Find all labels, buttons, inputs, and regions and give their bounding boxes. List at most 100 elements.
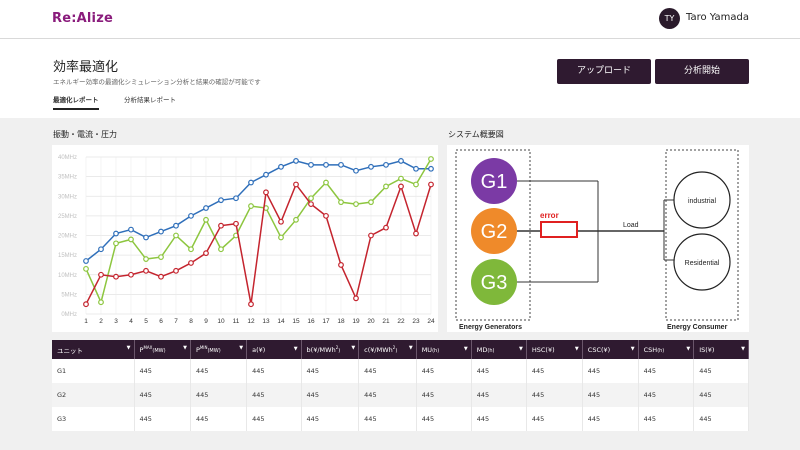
column-header[interactable]: c(¥/MWh2) ▼ — [358, 340, 417, 359]
column-header-label: HSC(¥) — [531, 345, 555, 354]
column-header[interactable]: CSC(¥) ▼ — [582, 340, 639, 359]
load-label: Load — [623, 222, 639, 229]
data-point — [413, 181, 419, 188]
data-point — [113, 230, 119, 237]
data-point — [173, 267, 179, 274]
app-logo[interactable]: Re:Alize — [52, 11, 113, 26]
data-point — [338, 161, 344, 168]
tab-optimization-report[interactable]: 最適化レポート — [53, 94, 99, 110]
x-tick-label: 10 — [217, 318, 225, 325]
page-title: 効率最適化 — [53, 60, 119, 75]
table-cell: G3 — [52, 407, 135, 431]
error-label: error — [540, 211, 559, 220]
chevron-down-icon[interactable]: ▼ — [519, 345, 523, 352]
data-point — [248, 301, 254, 308]
data-point — [233, 220, 239, 227]
y-tick-label: 5MHz — [61, 292, 77, 298]
table-cell: 445 — [582, 359, 639, 383]
generator-g1[interactable] — [471, 158, 517, 204]
column-header[interactable]: CSH(h) ▼ — [638, 340, 695, 359]
chevron-down-icon[interactable]: ▼ — [463, 345, 468, 352]
x-tick-label: 2 — [99, 318, 103, 325]
column-header[interactable]: IS(¥) ▼ — [693, 340, 749, 359]
table-row[interactable]: G1 445 445 445 445 445 445 445 445 445 445 445 — [52, 359, 749, 383]
x-tick-label: 8 — [189, 318, 193, 325]
column-header[interactable]: ユニット ▼ — [52, 340, 135, 359]
generator-g3[interactable] — [471, 259, 517, 305]
column-header-sup: MIN — [199, 344, 208, 350]
chevron-down-icon[interactable]: ▼ — [741, 345, 745, 352]
x-tick-label: 17 — [322, 318, 330, 325]
data-point — [263, 189, 269, 196]
data-point — [173, 232, 179, 239]
column-header-unit: (MW) — [207, 348, 221, 355]
data-point — [323, 179, 329, 186]
chevron-down-icon[interactable]: ▼ — [630, 345, 635, 352]
upload-button[interactable]: アップロード — [557, 59, 651, 84]
x-tick-label: 1 — [84, 318, 88, 325]
data-point — [203, 216, 209, 223]
column-header[interactable]: b(¥/MWh2) ▼ — [301, 340, 360, 359]
generator-g2[interactable] — [471, 208, 517, 254]
column-header[interactable]: PMAX(MW) ▼ — [134, 340, 191, 359]
line-chart: 0MHz 5MHz 10MHz 15MHz 20MHz 25MHz 30MHz 35MHz 40… — [58, 155, 435, 325]
diagram-section-title: システム概要図 — [448, 130, 504, 139]
data-point — [368, 163, 374, 170]
page-subtitle: エネルギー効率の最適化シミュレーション分析と結果の確認が可能です — [53, 78, 261, 86]
table-cell: 445 — [190, 407, 248, 431]
x-tick-label: 24 — [427, 318, 435, 325]
column-header-label: CSH — [643, 345, 658, 354]
column-header[interactable]: HSC(¥) ▼ — [526, 340, 583, 359]
table-cell: 445 — [638, 383, 695, 407]
data-point — [278, 234, 284, 241]
chevron-down-icon[interactable]: ▼ — [408, 344, 413, 351]
data-point — [128, 271, 134, 278]
x-tick-label: 12 — [247, 318, 255, 325]
data-point — [248, 203, 254, 209]
table-cell: 445 — [246, 359, 302, 383]
tab-analysis-report[interactable]: 分析結果レポート — [124, 96, 176, 104]
consumer-industrial[interactable] — [673, 171, 731, 229]
start-analysis-button[interactable]: 分析開始 — [655, 59, 749, 84]
generator-g1-label: G1 — [481, 171, 508, 193]
column-header-unit: (h) — [432, 347, 440, 354]
data-point — [368, 199, 374, 206]
table-cell: 445 — [358, 383, 417, 407]
data-point — [353, 295, 359, 302]
user-name[interactable]: Taro Yamada — [686, 12, 749, 23]
table-cell: 445 — [526, 407, 583, 431]
chevron-down-icon[interactable]: ▼ — [574, 345, 579, 352]
data-point — [113, 273, 119, 280]
table-row[interactable]: G2 445 445 445 445 445 445 445 445 445 445 445 — [52, 383, 749, 407]
consumer-residential[interactable] — [673, 233, 731, 291]
column-header[interactable]: MU(h) ▼ — [416, 340, 472, 359]
chevron-down-icon[interactable]: ▼ — [686, 345, 691, 352]
chevron-down-icon[interactable]: ▼ — [183, 344, 187, 351]
data-point — [338, 199, 344, 206]
column-header[interactable]: a(¥) ▼ — [246, 340, 302, 359]
error-marker[interactable] — [540, 221, 578, 238]
data-point — [173, 222, 179, 229]
column-header[interactable]: MD(h) ▼ — [471, 340, 527, 359]
data-point — [143, 267, 149, 274]
chevron-down-icon[interactable]: ▼ — [351, 344, 356, 351]
system-diagram: G1 G2 G3 error Load industrial Residenti… — [455, 149, 739, 331]
column-header-label: b(¥/MWh — [306, 346, 336, 355]
chevron-down-icon[interactable]: ▼ — [126, 344, 131, 351]
table-cell: 445 — [471, 383, 527, 407]
data-point — [278, 218, 284, 225]
chevron-down-icon[interactable]: ▼ — [293, 345, 298, 352]
table-row[interactable]: G3 445 445 445 445 445 445 445 445 445 445 445 — [52, 407, 749, 431]
data-point — [338, 262, 344, 268]
data-point — [368, 232, 374, 239]
table-cell: 445 — [693, 383, 749, 407]
chevron-down-icon[interactable]: ▼ — [239, 344, 244, 351]
table-cell: 445 — [246, 383, 302, 407]
column-header-label: a(¥) — [252, 345, 266, 354]
column-header[interactable]: PMIN(MW) ▼ — [190, 340, 248, 359]
avatar[interactable]: TY — [659, 8, 680, 29]
column-header-label: CSC(¥) — [587, 345, 611, 354]
table-cell: 445 — [638, 359, 695, 383]
x-tick-label: 19 — [352, 318, 360, 325]
data-point — [218, 246, 224, 253]
